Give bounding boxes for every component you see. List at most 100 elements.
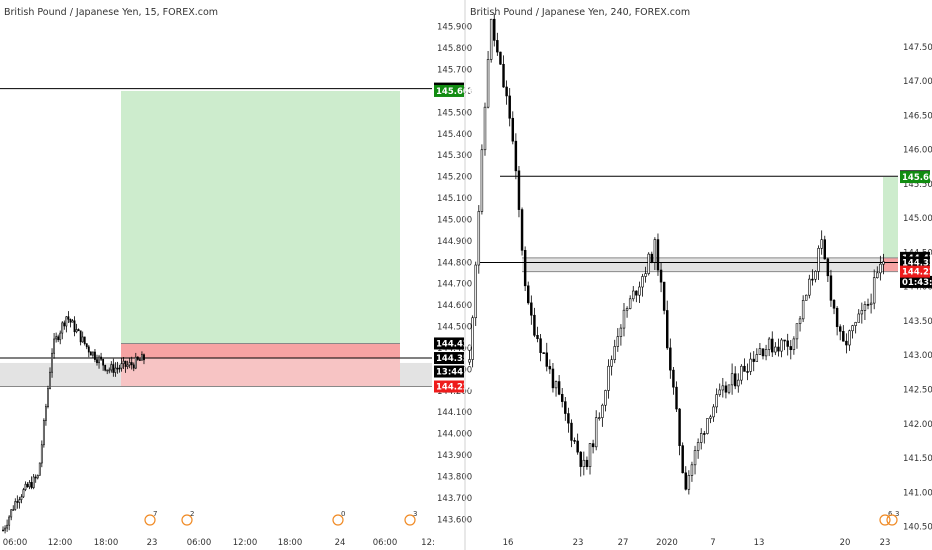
candle-body (767, 338, 771, 350)
candle-body (591, 443, 595, 448)
y-tick-label: 145.000 (437, 215, 472, 225)
candle-body (718, 389, 721, 395)
candle-body (545, 352, 548, 367)
candle-body (672, 369, 675, 388)
x-tick-label: 13 (754, 538, 765, 548)
candle-body (551, 368, 555, 389)
y-tick-label: 145.000 (903, 214, 932, 224)
candle-body (838, 326, 842, 332)
candle-body (715, 394, 718, 408)
candle-body (703, 433, 706, 435)
y-tick-label: 141.000 (903, 488, 932, 498)
candle-body (737, 379, 740, 387)
candle-body (499, 51, 502, 65)
event-count: 3 (895, 510, 899, 518)
candle-body (863, 304, 867, 311)
candle-body (96, 359, 98, 364)
candle-body (567, 413, 570, 424)
candle-body (588, 443, 592, 467)
candle-body (582, 459, 586, 467)
candle-body (120, 363, 123, 369)
candle-body (570, 422, 573, 441)
candle-body (564, 401, 567, 414)
candle-body (536, 334, 539, 340)
x-tick-label: 20 (840, 538, 851, 548)
candle-body (542, 352, 545, 354)
y-tick-label: 145.500 (437, 108, 472, 118)
candle-body (811, 278, 814, 281)
y-tick-label: 143.500 (903, 317, 932, 327)
y-tick-label: 146.000 (903, 146, 932, 156)
stop-zone (883, 257, 898, 272)
candle-body (75, 329, 78, 333)
event-count: 0 (341, 510, 345, 518)
candle-body (471, 317, 474, 360)
candle-body (128, 362, 131, 366)
candle-body (32, 476, 35, 488)
candle-body (872, 277, 876, 304)
candle-body (79, 330, 82, 343)
y-tick-label: 144.100 (437, 408, 472, 418)
x-tick-label: 06:00 (373, 538, 398, 548)
candle-body (585, 459, 589, 467)
candle-body (42, 420, 45, 446)
candle-body (666, 310, 669, 349)
candle-body (141, 354, 143, 361)
candle-body (89, 351, 92, 356)
y-tick-label: 143.600 (437, 515, 472, 525)
candle-body (116, 367, 119, 370)
candle-body (496, 40, 499, 53)
candle-body (77, 329, 80, 332)
candle-body (505, 86, 508, 97)
candles (2, 311, 145, 534)
candle-body (138, 359, 141, 361)
x-tick-label: 06:00 (187, 538, 212, 548)
candle-body (607, 365, 610, 391)
candle-body (579, 451, 582, 467)
y-tick-label: 144.500 (437, 323, 472, 333)
candle-body (554, 381, 558, 389)
candle-body (98, 356, 100, 364)
candle-body (102, 358, 105, 366)
candle-body (681, 445, 684, 474)
candle-body (130, 362, 133, 366)
candle-body (100, 356, 102, 360)
event-count: 3 (413, 510, 417, 518)
price-tag (434, 365, 464, 378)
x-tick-label: 12:00 (233, 538, 258, 548)
candle-body (63, 322, 66, 327)
candle-body (789, 346, 793, 351)
price-tag-label: 144.220 (902, 268, 932, 278)
price-tag-label: 145.600 (902, 173, 932, 183)
candle-body (126, 364, 129, 367)
x-tick-label: 23 (147, 538, 158, 548)
candle-body (106, 369, 109, 372)
x-tick-label: 23 (573, 538, 584, 548)
candle-body (814, 271, 817, 280)
candle-body (610, 359, 613, 367)
candle-body (483, 106, 487, 151)
price-tag-label: 144.220 (436, 383, 475, 393)
chart-panel-1: 147.500 147.000 146.500 146.000 145.500 145.0… (468, 7, 932, 548)
candle-body (67, 316, 70, 320)
candle-body (34, 476, 37, 479)
x-tick-label: 18:00 (278, 538, 303, 548)
candle-body (83, 336, 86, 344)
event-count: 2 (190, 510, 194, 518)
candle-body (755, 354, 759, 362)
y-tick-label: 145.700 (437, 66, 472, 76)
candle-body (693, 450, 697, 466)
candle-body (598, 417, 601, 419)
candle-body (761, 348, 765, 357)
candle-body (474, 264, 477, 319)
candle-body (625, 308, 629, 311)
candle-body (36, 475, 39, 479)
candle-body (721, 385, 725, 391)
candle-body (699, 433, 703, 443)
y-tick-label: 145.300 (437, 151, 472, 161)
candle-body (746, 371, 749, 373)
candle-body (749, 358, 752, 372)
candle-body (848, 330, 851, 346)
event-marker-icon (886, 514, 898, 526)
